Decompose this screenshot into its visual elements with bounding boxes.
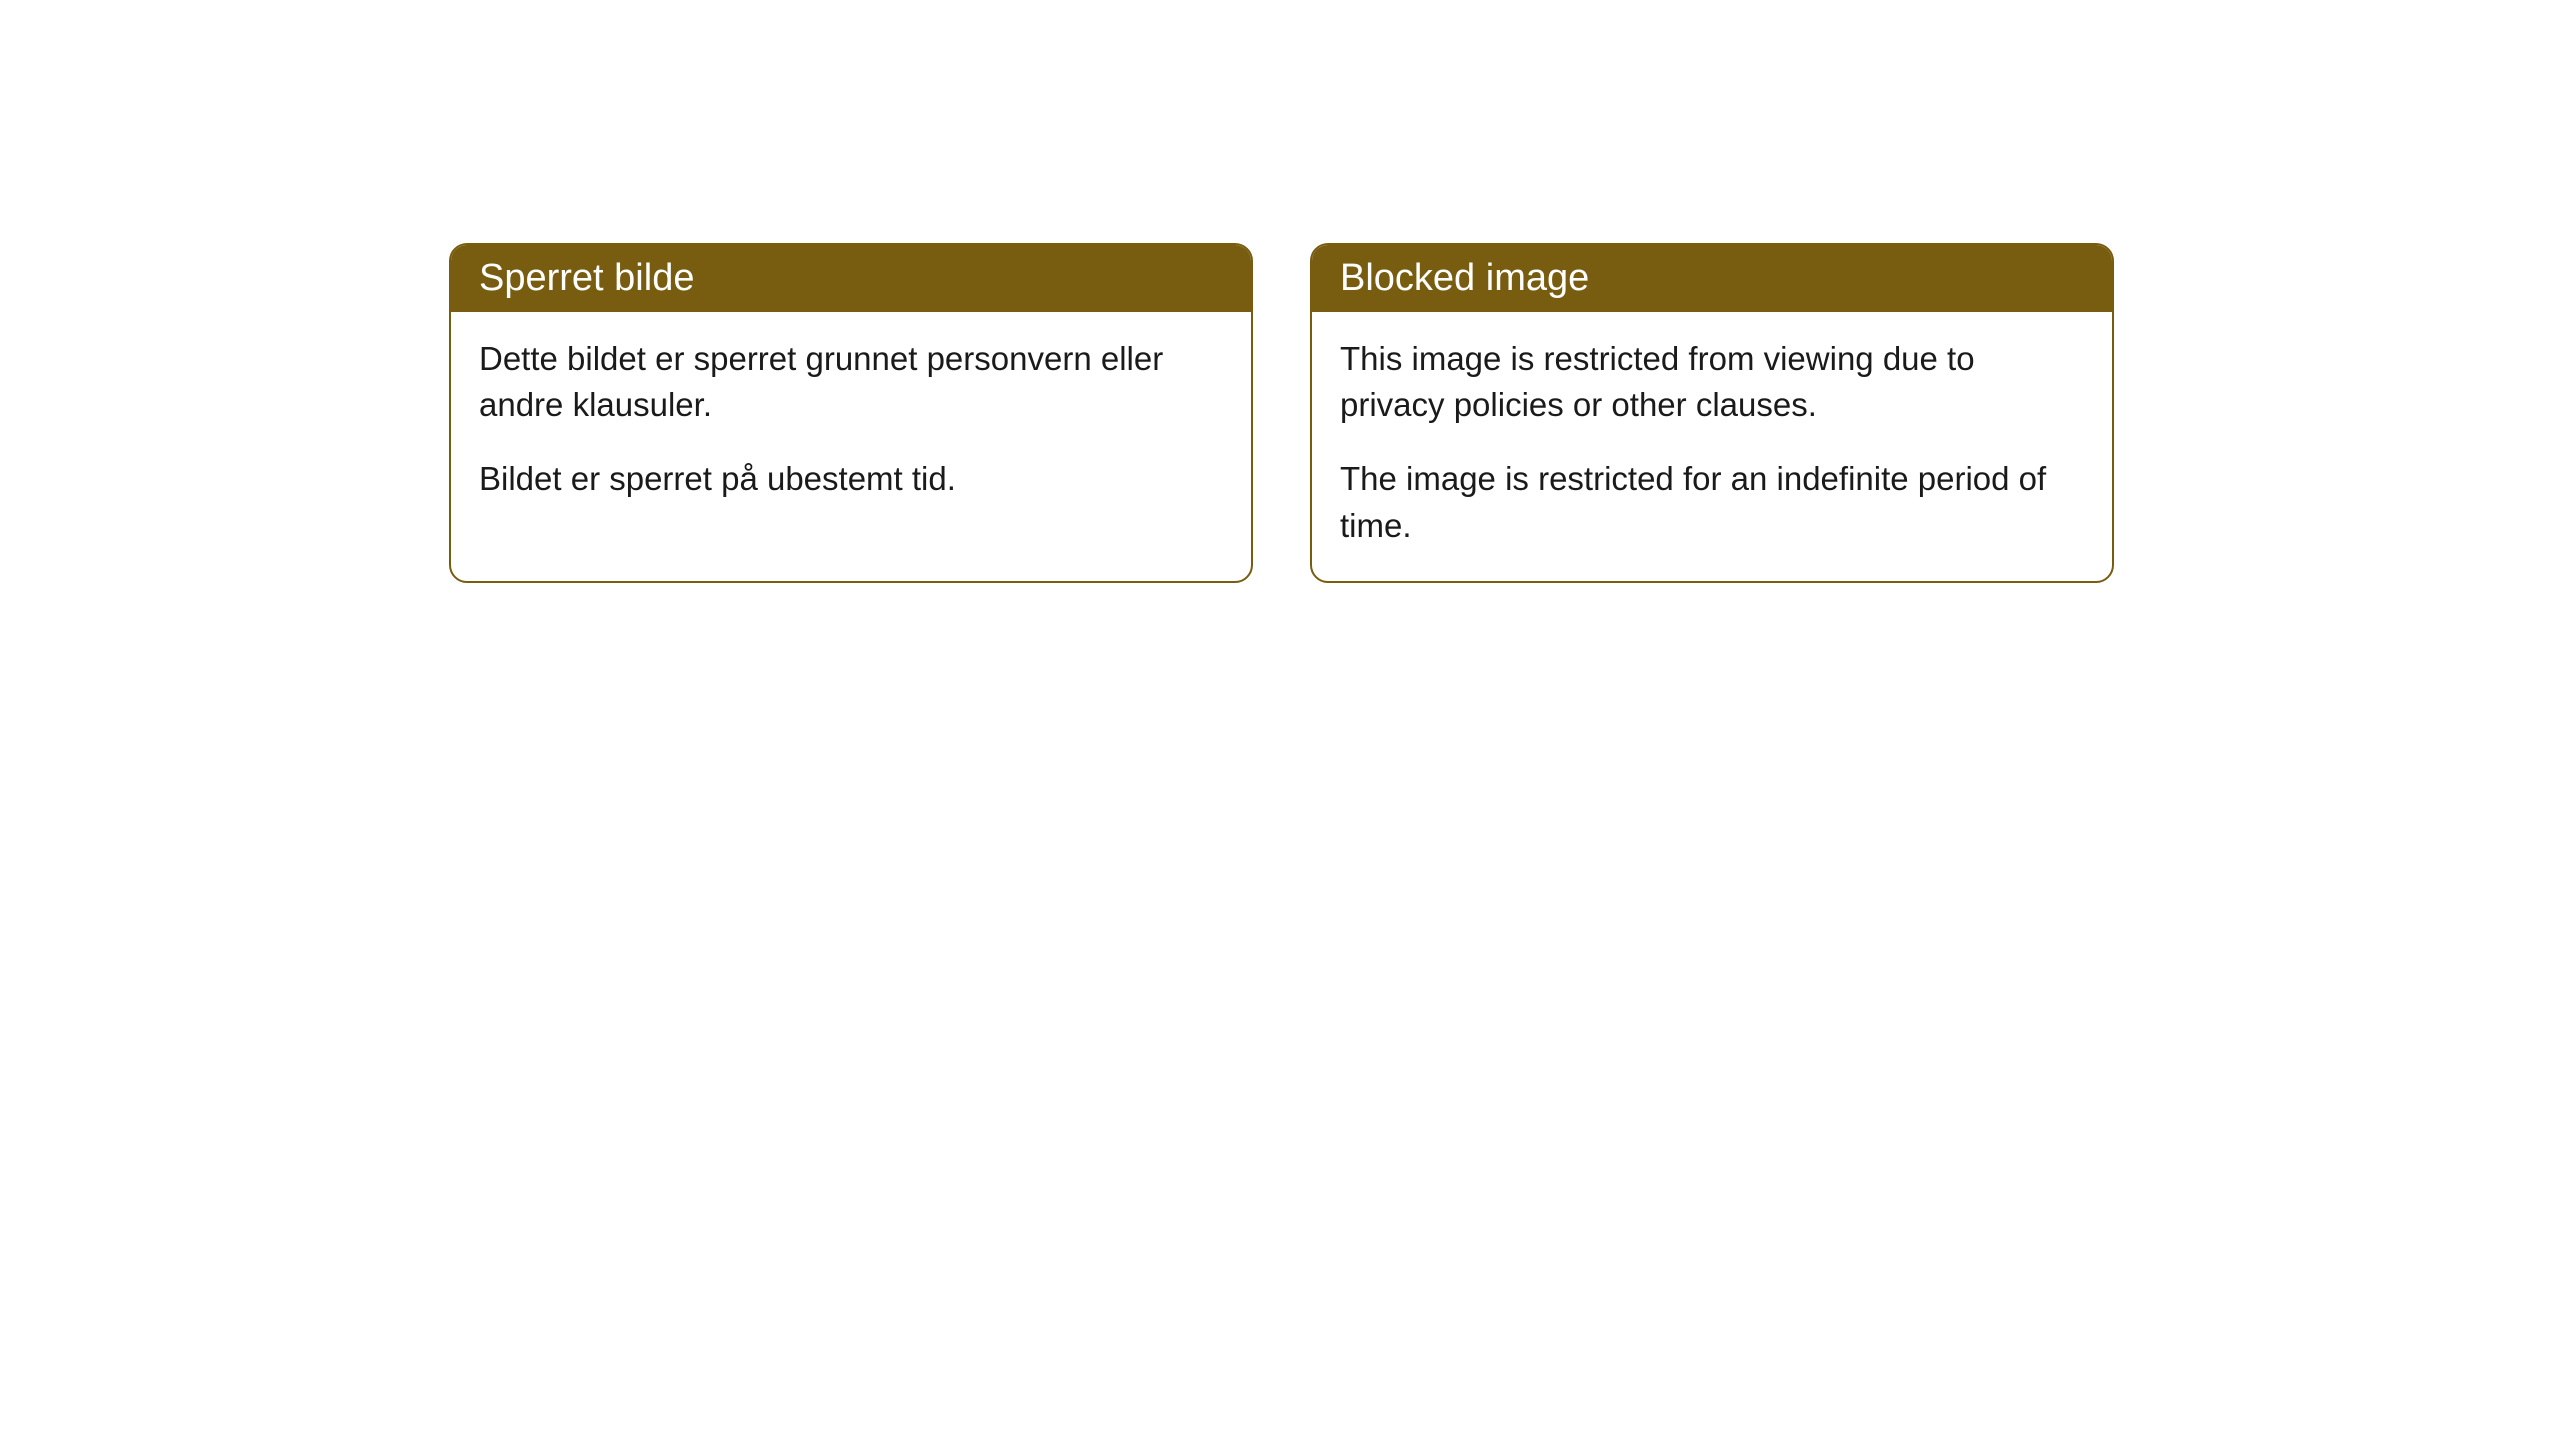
notice-container: Sperret bilde Dette bildet er sperret gr…: [449, 243, 2560, 583]
notice-title: Sperret bilde: [479, 257, 694, 299]
notice-body-norwegian: Dette bildet er sperret grunnet personve…: [451, 312, 1251, 535]
notice-body-english: This image is restricted from viewing du…: [1312, 312, 2112, 581]
notice-paragraph: Dette bildet er sperret grunnet personve…: [479, 336, 1223, 428]
notice-header-norwegian: Sperret bilde: [451, 245, 1251, 312]
notice-card-norwegian: Sperret bilde Dette bildet er sperret gr…: [449, 243, 1253, 583]
notice-paragraph: The image is restricted for an indefinit…: [1340, 456, 2084, 548]
notice-title: Blocked image: [1340, 257, 1589, 299]
notice-card-english: Blocked image This image is restricted f…: [1310, 243, 2114, 583]
notice-header-english: Blocked image: [1312, 245, 2112, 312]
notice-paragraph: This image is restricted from viewing du…: [1340, 336, 2084, 428]
notice-paragraph: Bildet er sperret på ubestemt tid.: [479, 456, 1223, 502]
